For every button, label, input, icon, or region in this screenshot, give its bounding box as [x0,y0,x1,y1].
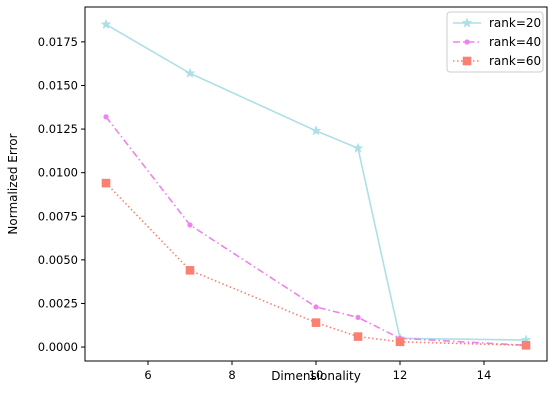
legend: rank=20 rank=40 rank=60 [446,11,544,73]
data-point-rank-60 [311,318,321,327]
y-tick-label: 0.0025 [38,296,78,310]
legend-marker-rank-60 [462,56,472,66]
series-line-rank-60 [105,182,527,347]
x-tick-label: 10 [309,368,324,382]
x-tick-label: 14 [477,368,492,382]
data-point-rank-20 [310,125,322,136]
series-line-rank-20 [105,23,527,341]
data-point-rank-60 [185,266,195,275]
y-tick-label: 0.0000 [38,340,78,354]
series-layer [100,18,532,350]
data-point-rank-40 [187,222,193,228]
legend-label-rank-20: rank=20 [489,16,541,30]
data-point-rank-60 [101,178,111,188]
y-axis: 0.0000 0.0025 0.0050 0.0075 0.0100 0.0125 0.01… [38,35,85,354]
y-axis-title: Normalized Error [6,133,20,234]
series-line-rank-40 [105,116,527,347]
x-axis-title: Dimensionality [271,369,361,383]
y-tick-label: 0.0125 [38,122,78,136]
data-point-rank-40 [313,304,319,310]
legend-label-rank-60: rank=60 [489,54,541,68]
data-point-rank-60 [521,341,531,350]
y-tick-label: 0.0050 [38,253,78,267]
data-point-rank-60 [395,337,405,347]
y-tick-label: 0.0150 [38,78,78,92]
data-point-rank-20 [352,142,364,153]
series-rank-60 [101,178,531,350]
legend-label-rank-40: rank=40 [489,35,541,49]
x-tick-label: 12 [393,368,408,382]
data-point-rank-20 [100,18,112,30]
x-axis: 6 8 10 12 14 [144,361,491,382]
data-point-rank-20 [184,67,196,78]
series-rank-40 [103,114,529,348]
legend-marker-rank-20 [461,17,473,28]
data-point-rank-40 [103,114,109,120]
x-tick-label: 8 [228,368,235,382]
data-point-rank-60 [353,332,363,341]
y-tick-label: 0.0175 [38,35,78,49]
data-point-rank-40 [355,314,361,321]
x-tick-label: 6 [144,368,151,382]
legend-marker-rank-40 [464,39,470,45]
y-tick-label: 0.0075 [38,209,78,223]
y-tick-label: 0.0100 [38,166,78,180]
